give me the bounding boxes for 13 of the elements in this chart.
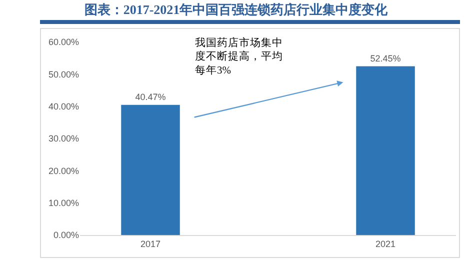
y-tick-label: 40.00% <box>48 101 79 112</box>
y-tick-label: 0.00% <box>53 230 79 240</box>
data-label: 52.45% <box>370 53 401 64</box>
chart-title: 图表：2017-2021年中国百强连锁药店行业集中度变化 <box>83 1 389 19</box>
annotation: 我国药店市场集中度不断提高，平均每年3% <box>195 36 283 76</box>
y-tick-label: 20.00% <box>48 166 79 176</box>
data-label: 40.47% <box>135 92 166 102</box>
y-tick-label: 50.00% <box>48 69 79 80</box>
y-tick-label: 60.00% <box>48 37 79 48</box>
y-tick-label: 10.00% <box>48 198 79 208</box>
x-tick-label: 2021 <box>375 238 396 249</box>
y-tick-label: 30.00% <box>48 134 79 144</box>
x-tick-label: 2017 <box>140 238 161 249</box>
